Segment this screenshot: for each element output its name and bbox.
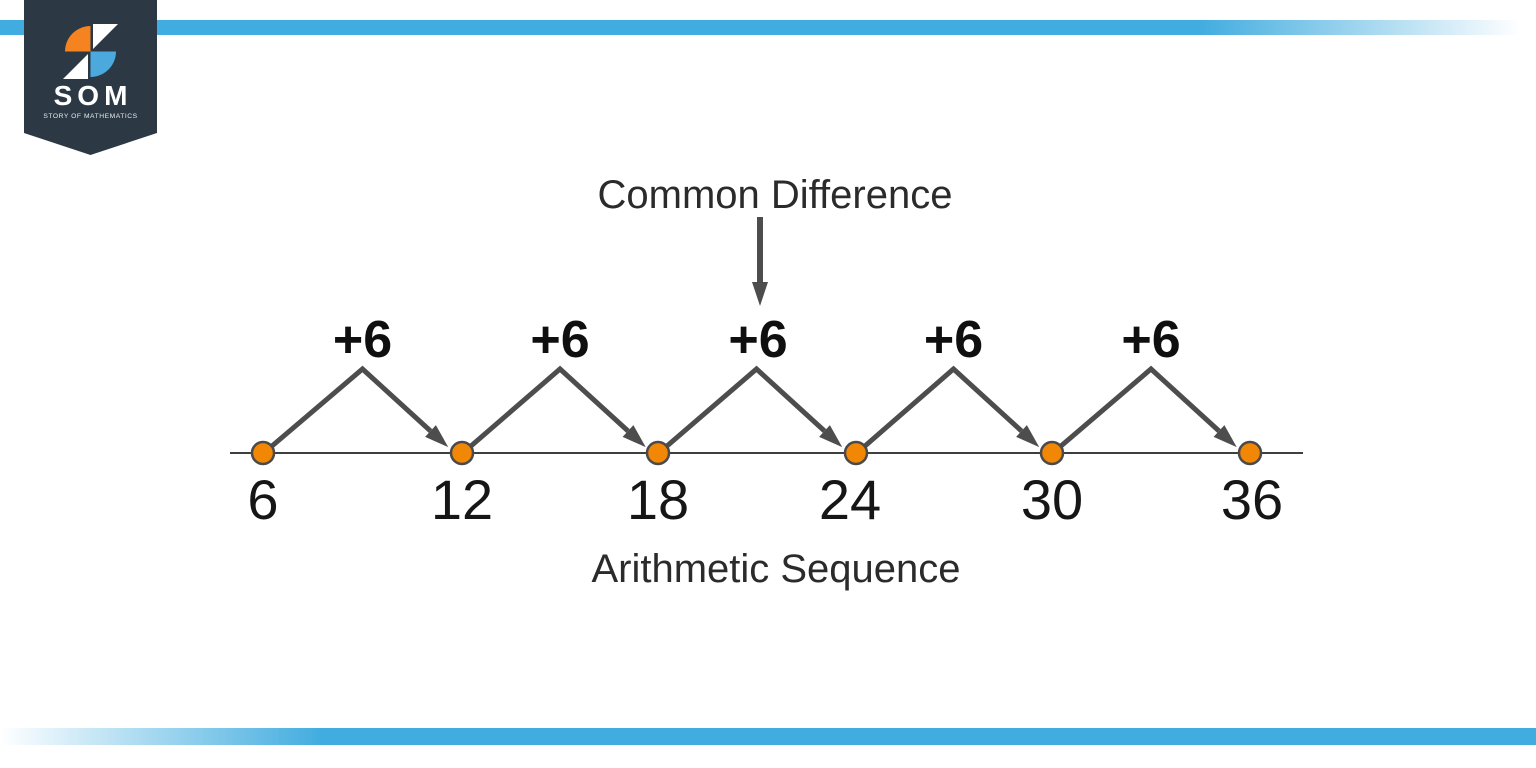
bottom-stripe (0, 728, 1536, 745)
sequence-dot (1237, 440, 1263, 466)
term-label: 36 (1221, 468, 1283, 531)
hop-arrow-1 (270, 365, 449, 448)
icon-white-triangle-top (93, 24, 118, 49)
difference-label: +6 (1121, 311, 1180, 369)
difference-label: +6 (728, 311, 787, 369)
sequence-dot (449, 440, 475, 466)
term-label: 24 (819, 468, 881, 531)
logo-banner: SOM STORY OF MATHEMATICS (24, 0, 157, 155)
pennant-shape (24, 0, 157, 155)
term-label: 30 (1021, 468, 1083, 531)
difference-label: +6 (530, 311, 589, 369)
hop-arrow-4 (863, 365, 1040, 448)
term-label: 18 (627, 468, 689, 531)
common-difference-label: Common Difference (598, 173, 953, 217)
diagram-caption: Arithmetic Sequence (591, 547, 960, 591)
hop-arrow-3 (665, 365, 843, 448)
top-stripe (0, 20, 1536, 35)
hop-arrow-2 (469, 365, 646, 448)
sequence-dot (1039, 440, 1065, 466)
icon-blue-quarter (90, 51, 116, 77)
sequence-dot (250, 440, 276, 466)
difference-label: +6 (333, 311, 392, 369)
hop-arrow-5 (1059, 365, 1237, 448)
icon-orange-quarter (65, 26, 91, 52)
difference-label: +6 (924, 311, 983, 369)
logo-acronym: SOM (54, 80, 133, 111)
sequence-dot (843, 440, 869, 466)
logo-tagline: STORY OF MATHEMATICS (43, 113, 137, 120)
logo-pinwheel-icon (63, 24, 118, 79)
icon-white-triangle-bottom (63, 54, 88, 79)
sequence-dot (645, 440, 671, 466)
term-label: 12 (431, 468, 493, 531)
term-label: 6 (247, 468, 278, 531)
